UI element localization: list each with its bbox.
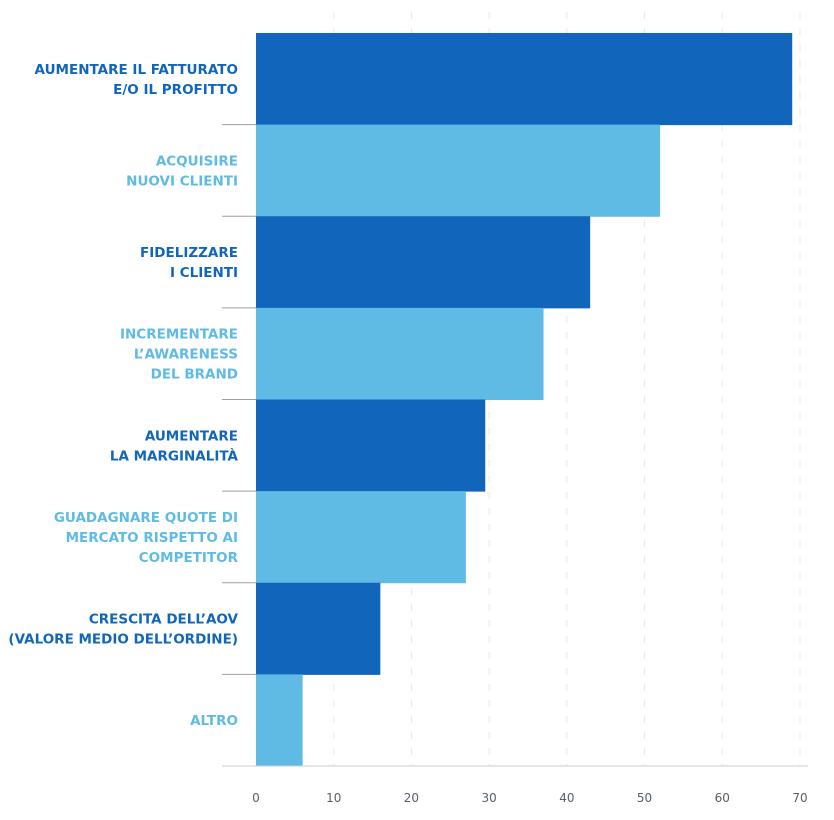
category-labels: AUMENTARE IL FATTURATO E/O IL PROFITTO ACQ… xyxy=(8,62,238,729)
category-label-line: E/O IL PROFITTO xyxy=(113,82,238,98)
bar-3 xyxy=(256,307,544,400)
category-label-line: DEL BRAND xyxy=(151,367,238,383)
x-tick-label-6: 60 xyxy=(715,791,730,805)
bar-7 xyxy=(256,674,303,767)
bar-0 xyxy=(256,33,793,126)
x-tick-label-1: 10 xyxy=(326,791,341,805)
category-label-line: CRESCITA DELL’AOV xyxy=(89,612,239,628)
category-label-line: I CLIENTI xyxy=(170,265,238,281)
category-label-2: FIDELIZZARE I CLIENTI xyxy=(140,245,238,281)
category-label-line: COMPETITOR xyxy=(139,550,239,566)
category-label-5: GUADAGNARE QUOTE DI MERCATO RISPETTO AI CO… xyxy=(54,510,239,566)
category-label-1: ACQUISIRE NUOVI CLIENTI xyxy=(126,153,238,189)
bars xyxy=(256,33,793,767)
bar-6 xyxy=(256,582,381,675)
category-label-line: FIDELIZZARE xyxy=(140,245,238,261)
category-label-7: ALTRO xyxy=(190,713,238,729)
category-label-line: AUMENTARE IL FATTURATO xyxy=(35,62,238,78)
bar-2 xyxy=(256,216,591,309)
category-label-line: LA MARGINALITÀ xyxy=(110,447,239,464)
x-tick-label-3: 30 xyxy=(482,791,497,805)
x-axis: 0 10 20 30 40 50 60 70 xyxy=(222,765,808,805)
category-label-0: AUMENTARE IL FATTURATO E/O IL PROFITTO xyxy=(35,62,238,98)
category-label-line: (VALORE MEDIO DELL’ORDINE) xyxy=(8,632,238,648)
x-tick-label-2: 20 xyxy=(404,791,419,805)
category-tick-marks xyxy=(222,124,256,767)
category-label-line: ALTRO xyxy=(190,713,238,729)
x-tick-label-5: 50 xyxy=(637,791,652,805)
category-label-line: L’AWARENESS xyxy=(134,347,238,363)
bar-1 xyxy=(256,124,661,217)
category-label-4: AUMENTARE LA MARGINALITÀ xyxy=(110,428,239,464)
category-label-6: CRESCITA DELL’AOV (VALORE MEDIO DELL’ORDI… xyxy=(8,612,238,648)
bar-4 xyxy=(256,399,486,492)
category-label-line: AUMENTARE xyxy=(145,428,238,444)
category-label-line: GUADAGNARE QUOTE DI xyxy=(54,510,238,526)
x-tick-label-0: 0 xyxy=(252,791,260,805)
x-tick-label-4: 40 xyxy=(559,791,574,805)
category-label-line: ACQUISIRE xyxy=(156,153,238,169)
bar-5 xyxy=(256,491,466,584)
category-label-line: MERCATO RISPETTO AI xyxy=(66,530,238,546)
category-label-line: NUOVI CLIENTI xyxy=(126,173,238,189)
category-label-3: INCREMENTARE L’AWARENESS DEL BRAND xyxy=(120,327,238,383)
category-label-line: INCREMENTARE xyxy=(120,327,238,343)
x-tick-label-7: 70 xyxy=(792,791,807,805)
